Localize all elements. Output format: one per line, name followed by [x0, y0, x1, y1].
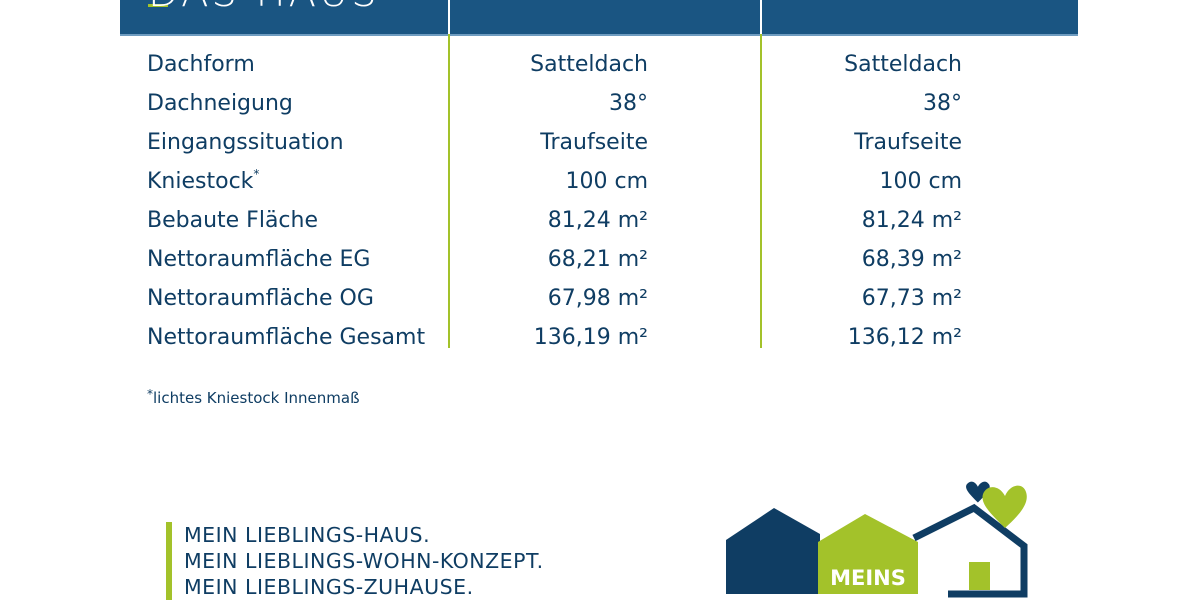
table-row: Dachneigung 38° 38° [0, 91, 1200, 130]
tagline-line: MEIN LIEBLINGS-HAUS. [184, 523, 431, 547]
table-header: DAS HAUS [120, 0, 1078, 36]
value-col-1: 68,21 m² [547, 247, 648, 272]
row-label: Kniestock* [147, 167, 260, 194]
heart-small-icon [966, 481, 990, 503]
section-title: DAS HAUS [148, 0, 380, 16]
row-label: Nettoraumfläche Gesamt [147, 325, 426, 350]
table-row: Dachform Satteldach Satteldach [0, 52, 1200, 91]
house-outline-icon [912, 503, 1028, 598]
meins-logo: MEINS [726, 481, 1028, 598]
column-divider [760, 0, 762, 348]
tagline: MEIN LIEBLINGS-HAUS. MEIN LIEBLINGS-WOHN… [166, 522, 544, 600]
table-row: Kniestock* 100 cm 100 cm [0, 167, 1200, 208]
heart-large-icon [982, 485, 1027, 528]
value-col-1: 100 cm [565, 169, 648, 194]
footnote-mark: * [147, 387, 153, 401]
value-col-1: 81,24 m² [547, 208, 648, 233]
value-col-1: 38° [609, 91, 648, 116]
footnote: *lichtes Kniestock Innenmaß [147, 387, 360, 407]
row-label: Nettoraumfläche EG [147, 247, 371, 272]
row-label: Nettoraumfläche OG [147, 286, 374, 311]
value-col-2: 68,39 m² [861, 247, 962, 272]
table-row: Nettoraumfläche OG 67,98 m² 67,73 m² [0, 286, 1200, 325]
value-col-1: 136,19 m² [533, 325, 648, 350]
door-icon [969, 562, 990, 590]
house-green-icon [818, 514, 918, 594]
table-row: Bebaute Fläche 81,24 m² 81,24 m² [0, 208, 1200, 247]
column-divider [448, 0, 450, 348]
tagline-line: MEIN LIEBLINGS-ZUHAUSE. [184, 575, 474, 599]
tagline-line: MEIN LIEBLINGS-WOHN-KONZEPT. [184, 549, 544, 573]
value-col-2: 81,24 m² [861, 208, 962, 233]
value-col-2: 100 cm [879, 169, 962, 194]
house-dark-icon [726, 508, 820, 594]
logo-text: MEINS [830, 566, 906, 590]
value-col-2: 67,73 m² [861, 286, 962, 311]
row-label: Dachneigung [147, 91, 293, 116]
table-row: Nettoraumfläche EG 68,21 m² 68,39 m² [0, 247, 1200, 286]
value-col-2: 136,12 m² [847, 325, 962, 350]
table-row: Eingangssituation Traufseite Traufseite [0, 130, 1200, 169]
title-accent [148, 4, 168, 7]
value-col-2: 38° [923, 91, 962, 116]
value-col-1: 67,98 m² [547, 286, 648, 311]
value-col-1: Traufseite [540, 130, 648, 155]
row-label: Bebaute Fläche [147, 208, 318, 233]
table-row: Nettoraumfläche Gesamt 136,19 m² 136,12 … [0, 325, 1200, 364]
footnote-text: lichtes Kniestock Innenmaß [153, 389, 360, 407]
value-col-2: Satteldach [844, 52, 962, 77]
row-label: Eingangssituation [147, 130, 344, 155]
row-label: Dachform [147, 52, 255, 77]
value-col-2: Traufseite [854, 130, 962, 155]
value-col-1: Satteldach [530, 52, 648, 77]
